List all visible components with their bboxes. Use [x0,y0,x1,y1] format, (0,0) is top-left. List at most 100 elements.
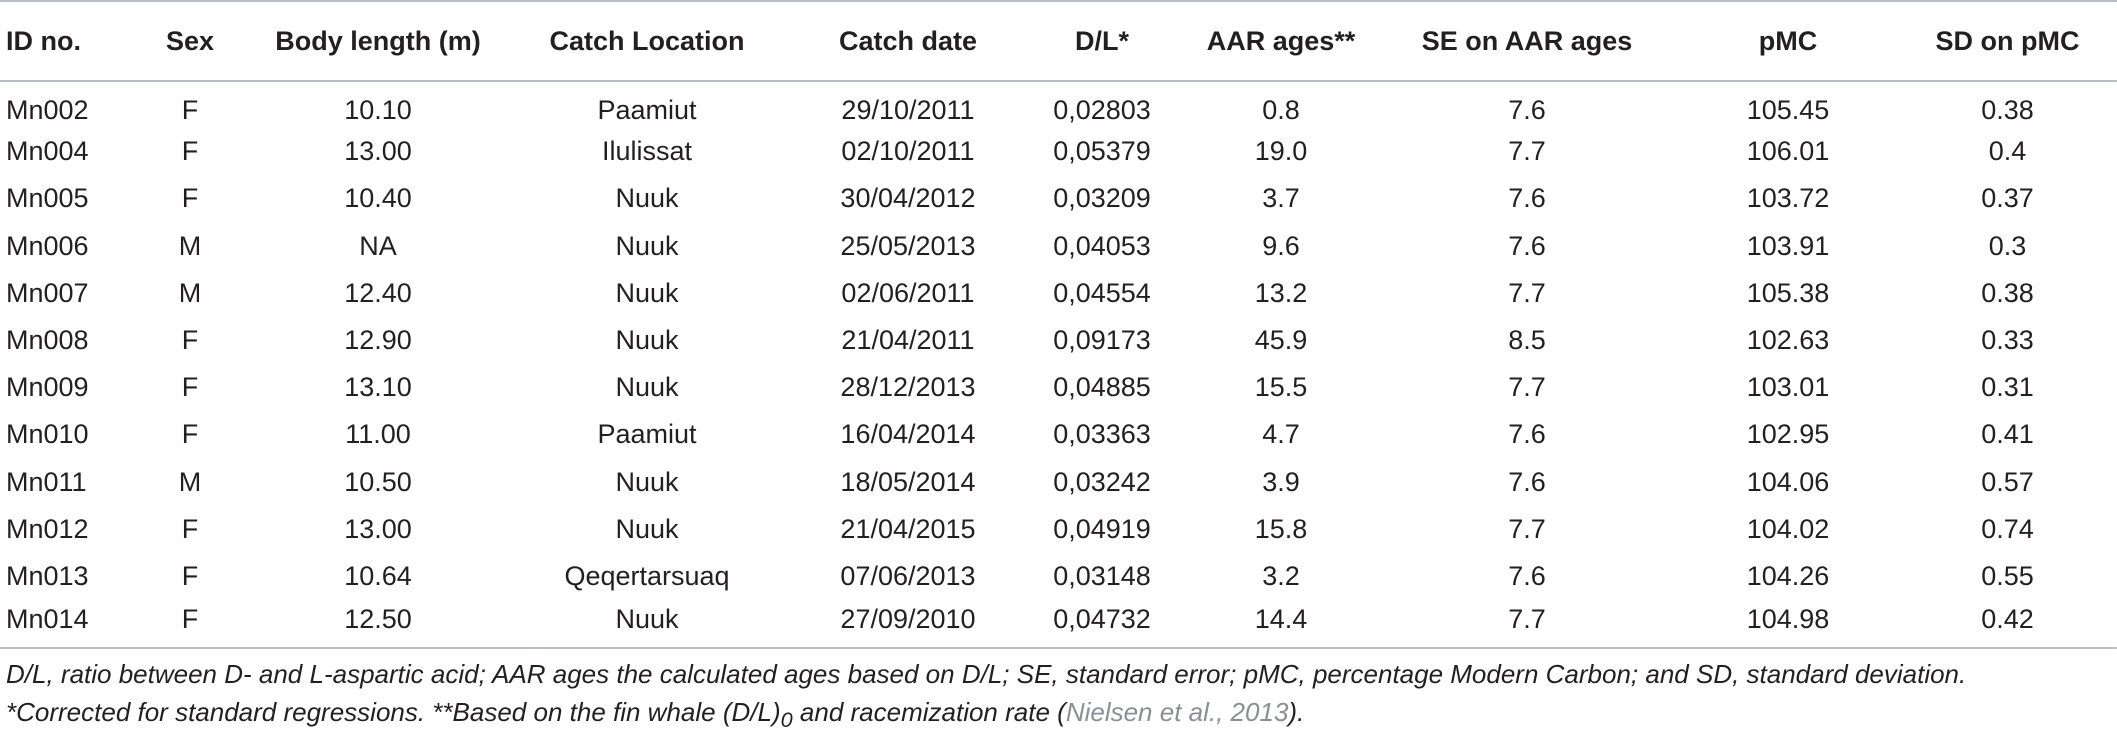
cell-aar-ages: 15.5 [1254,372,1308,403]
cell-catch-location: Nuuk [615,604,679,635]
cell-dl: 0,03148 [1053,560,1151,591]
table-row: Mn013 F 10.64 Qeqertarsuaq 07/06/2013 0,… [0,553,2117,600]
cell-id: Mn005 [6,183,89,214]
cell-body-length: 10.40 [344,183,412,214]
cell-se-aar: 7.6 [1508,94,1546,125]
cell-sd-pmc: 0.74 [1981,513,2034,544]
cell-sex: M [178,466,202,497]
cell-catch-location: Nuuk [615,513,679,544]
header-se-aar: SE on AAR ages [1376,0,1678,82]
cell-se-aar: 7.7 [1508,372,1546,403]
cell-id: Mn002 [6,94,89,125]
cell-body-length: 12.40 [344,277,412,308]
cell-pmc: 102.95 [1746,419,1830,450]
cell-pmc: 104.98 [1746,604,1830,635]
cell-aar-ages: 0.8 [1262,94,1300,125]
cell-body-length: 10.10 [344,94,412,125]
cell-dl: 0,04919 [1053,513,1151,544]
cell-sex: F [181,183,199,214]
cell-body-length: 13.00 [344,513,412,544]
cell-aar-ages: 14.4 [1254,604,1308,635]
cell-pmc: 104.06 [1746,466,1830,497]
cell-se-aar: 7.6 [1508,560,1546,591]
table-row: Mn007 M 12.40 Nuuk 02/06/2011 0,04554 13… [0,270,2117,317]
cell-id: Mn009 [6,372,89,403]
cell-sd-pmc: 0.57 [1981,466,2034,497]
cell-dl: 0,09173 [1053,325,1151,356]
cell-sex: M [178,230,202,261]
cell-sex: M [178,277,202,308]
cell-pmc: 103.72 [1746,183,1830,214]
cell-sd-pmc: 0.41 [1981,419,2034,450]
cell-pmc: 104.26 [1746,560,1830,591]
cell-dl: 0,04732 [1053,604,1151,635]
table-row: Mn005 F 10.40 Nuuk 30/04/2012 0,03209 3.… [0,175,2117,222]
cell-sex: F [181,325,199,356]
cell-body-length: NA [359,230,397,261]
cell-pmc: 106.01 [1746,136,1830,167]
cell-aar-ages: 45.9 [1254,325,1308,356]
cell-body-length: 13.00 [344,136,412,167]
header-sd-pmc: SD on pMC [1898,0,2117,82]
cell-se-aar: 7.7 [1508,277,1546,308]
cell-aar-ages: 3.2 [1262,560,1300,591]
cell-dl: 0,02803 [1053,94,1151,125]
cell-catch-date: 29/10/2011 [841,94,975,125]
cell-sex: F [181,372,199,403]
cell-se-aar: 8.5 [1508,325,1546,356]
footnote-subscript: 0 [780,707,793,733]
cell-catch-location: Nuuk [615,466,679,497]
cell-sd-pmc: 0.38 [1981,277,2034,308]
cell-catch-date: 30/04/2012 [840,183,976,214]
header-dl: D/L* [1018,0,1186,82]
cell-id: Mn006 [6,230,89,261]
cell-catch-location: Paamiut [597,94,697,125]
footnote-closing: ). [1288,697,1305,728]
data-table: ID no. Sex Body length (m) Catch Locatio… [0,0,2117,635]
cell-catch-location: Nuuk [615,277,679,308]
cell-catch-location: Nuuk [615,372,679,403]
cell-id: Mn004 [6,136,89,167]
cell-catch-location: Nuuk [615,325,679,356]
table-row: Mn011 M 10.50 Nuuk 18/05/2014 0,03242 3.… [0,459,2117,506]
cell-pmc: 105.38 [1746,277,1830,308]
cell-sex: F [181,513,199,544]
cell-sd-pmc: 0.42 [1981,604,2034,635]
cell-pmc: 102.63 [1746,325,1830,356]
cell-body-length: 10.50 [344,466,412,497]
cell-sd-pmc: 0.31 [1981,372,2034,403]
cell-body-length: 12.90 [344,325,412,356]
cell-id: Mn013 [6,560,89,591]
cell-catch-location: Qeqertarsuaq [564,560,730,591]
cell-sd-pmc: 0.33 [1981,325,2034,356]
cell-sex: F [181,94,199,125]
cell-sex: F [181,560,199,591]
cell-se-aar: 7.6 [1508,230,1546,261]
cell-dl: 0,04554 [1053,277,1151,308]
footnote-corrections: *Corrected for standard regressions. **B… [6,693,2111,739]
citation-link[interactable]: Nielsen et al., 2013 [1065,697,1289,728]
table-row: Mn008 F 12.90 Nuuk 21/04/2011 0,09173 45… [0,317,2117,364]
cell-catch-location: Nuuk [615,183,679,214]
cell-se-aar: 7.7 [1508,136,1546,167]
cell-sd-pmc: 0.3 [1988,230,2027,261]
table-row: Mn010 F 11.00 Paamiut 16/04/2014 0,03363… [0,411,2117,458]
cell-catch-date: 25/05/2013 [840,230,976,261]
header-catch-location: Catch Location [496,0,798,82]
cell-pmc: 104.02 [1746,513,1830,544]
cell-body-length: 12.50 [344,604,412,635]
cell-catch-date: 21/04/2015 [840,513,976,544]
cell-catch-date: 07/06/2013 [840,560,976,591]
cell-catch-date: 02/10/2011 [841,136,975,167]
cell-catch-location: Nuuk [615,230,679,261]
header-pmc: pMC [1678,0,1898,82]
cell-aar-ages: 3.7 [1262,183,1300,214]
cell-catch-location: Paamiut [597,419,697,450]
cell-pmc: 103.01 [1746,372,1830,403]
cell-se-aar: 7.6 [1508,419,1546,450]
cell-sd-pmc: 0.37 [1981,183,2034,214]
cell-aar-ages: 9.6 [1262,230,1300,261]
header-sex: Sex [120,0,260,82]
header-row: ID no. Sex Body length (m) Catch Locatio… [0,0,2117,82]
footnote-abbreviations: D/L, ratio between D- and L-aspartic aci… [6,659,1967,690]
